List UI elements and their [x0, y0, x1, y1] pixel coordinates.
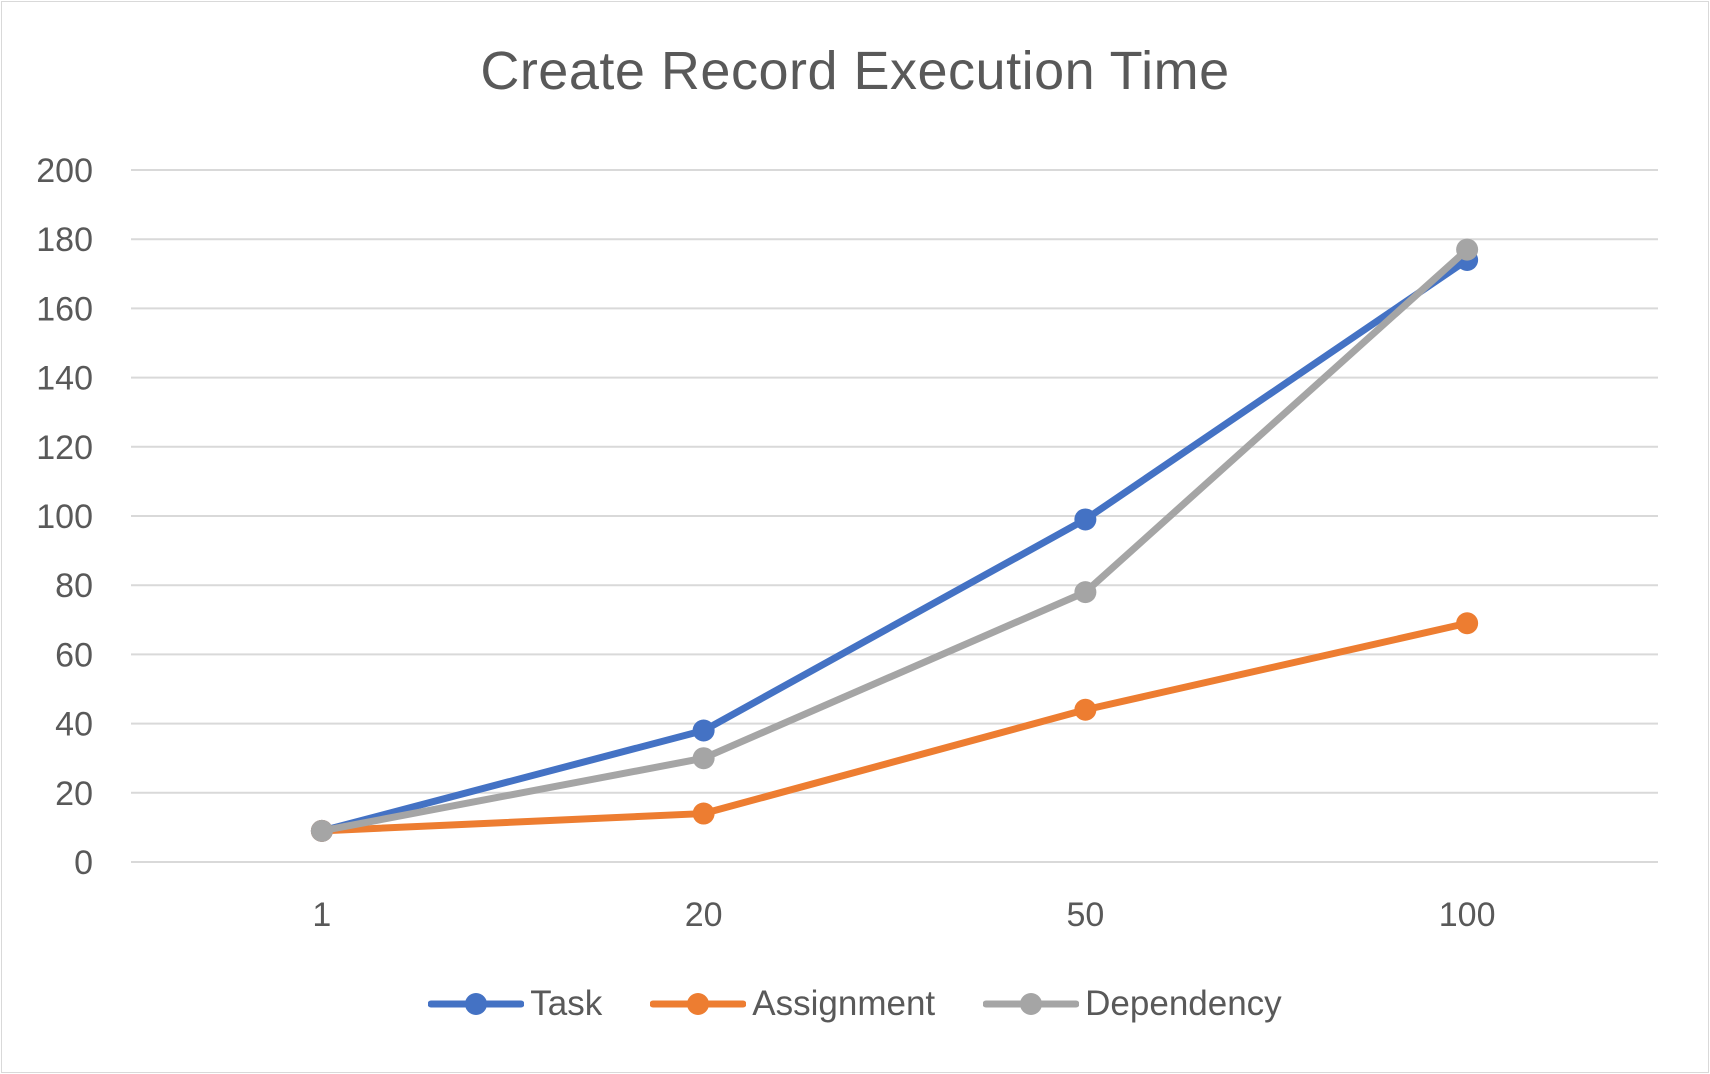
data-point — [1074, 581, 1097, 604]
y-tick-label: 180 — [36, 221, 93, 259]
legend-label: Assignment — [752, 984, 936, 1023]
legend-item-task: Task — [428, 984, 602, 1024]
y-tick-label: 200 — [36, 152, 93, 190]
y-tick-label: 120 — [36, 429, 93, 467]
data-point — [1456, 238, 1479, 261]
x-tick-label: 50 — [1066, 896, 1104, 934]
data-point — [692, 747, 715, 770]
legend-item-assignment: Assignment — [650, 984, 935, 1024]
legend: Task Assignment Dependency — [0, 976, 1710, 1032]
series-task — [310, 248, 1479, 842]
data-point — [692, 719, 715, 742]
data-point — [1456, 612, 1479, 635]
series-lines — [310, 238, 1479, 842]
series-dependency — [310, 238, 1479, 842]
data-point — [1074, 698, 1097, 721]
x-tick-label: 1 — [312, 896, 331, 934]
y-tick-label: 60 — [55, 636, 93, 674]
y-tick-label: 0 — [74, 844, 93, 882]
data-point — [310, 819, 333, 842]
legend-marker — [428, 993, 525, 1015]
gridlines — [131, 169, 1658, 863]
y-tick-label: 20 — [55, 775, 93, 813]
y-tick-label: 160 — [36, 290, 93, 328]
legend-label: Task — [530, 984, 603, 1023]
legend-marker — [983, 993, 1080, 1015]
data-point — [692, 802, 715, 825]
legend-label: Dependency — [1085, 984, 1282, 1023]
data-point — [1074, 508, 1097, 531]
series-assignment — [310, 612, 1479, 842]
series-line — [318, 619, 1471, 835]
y-tick-label: 100 — [36, 498, 93, 536]
x-tick-label: 100 — [1439, 896, 1496, 934]
legend-item-dependency: Dependency — [983, 984, 1282, 1024]
x-axis-tick-labels: 1 20 50 100 — [312, 896, 1495, 934]
series-line — [318, 256, 1471, 835]
chart-title: Create Record Execution Time — [480, 41, 1230, 101]
y-tick-label: 80 — [55, 567, 93, 605]
x-tick-label: 20 — [685, 896, 723, 934]
legend-marker — [650, 993, 747, 1015]
y-tick-label: 140 — [36, 360, 93, 398]
series-line — [318, 246, 1471, 835]
y-tick-label: 40 — [55, 706, 93, 744]
y-axis-tick-labels: 0 20 40 60 80 100 120 140 160 180 200 — [36, 152, 93, 882]
